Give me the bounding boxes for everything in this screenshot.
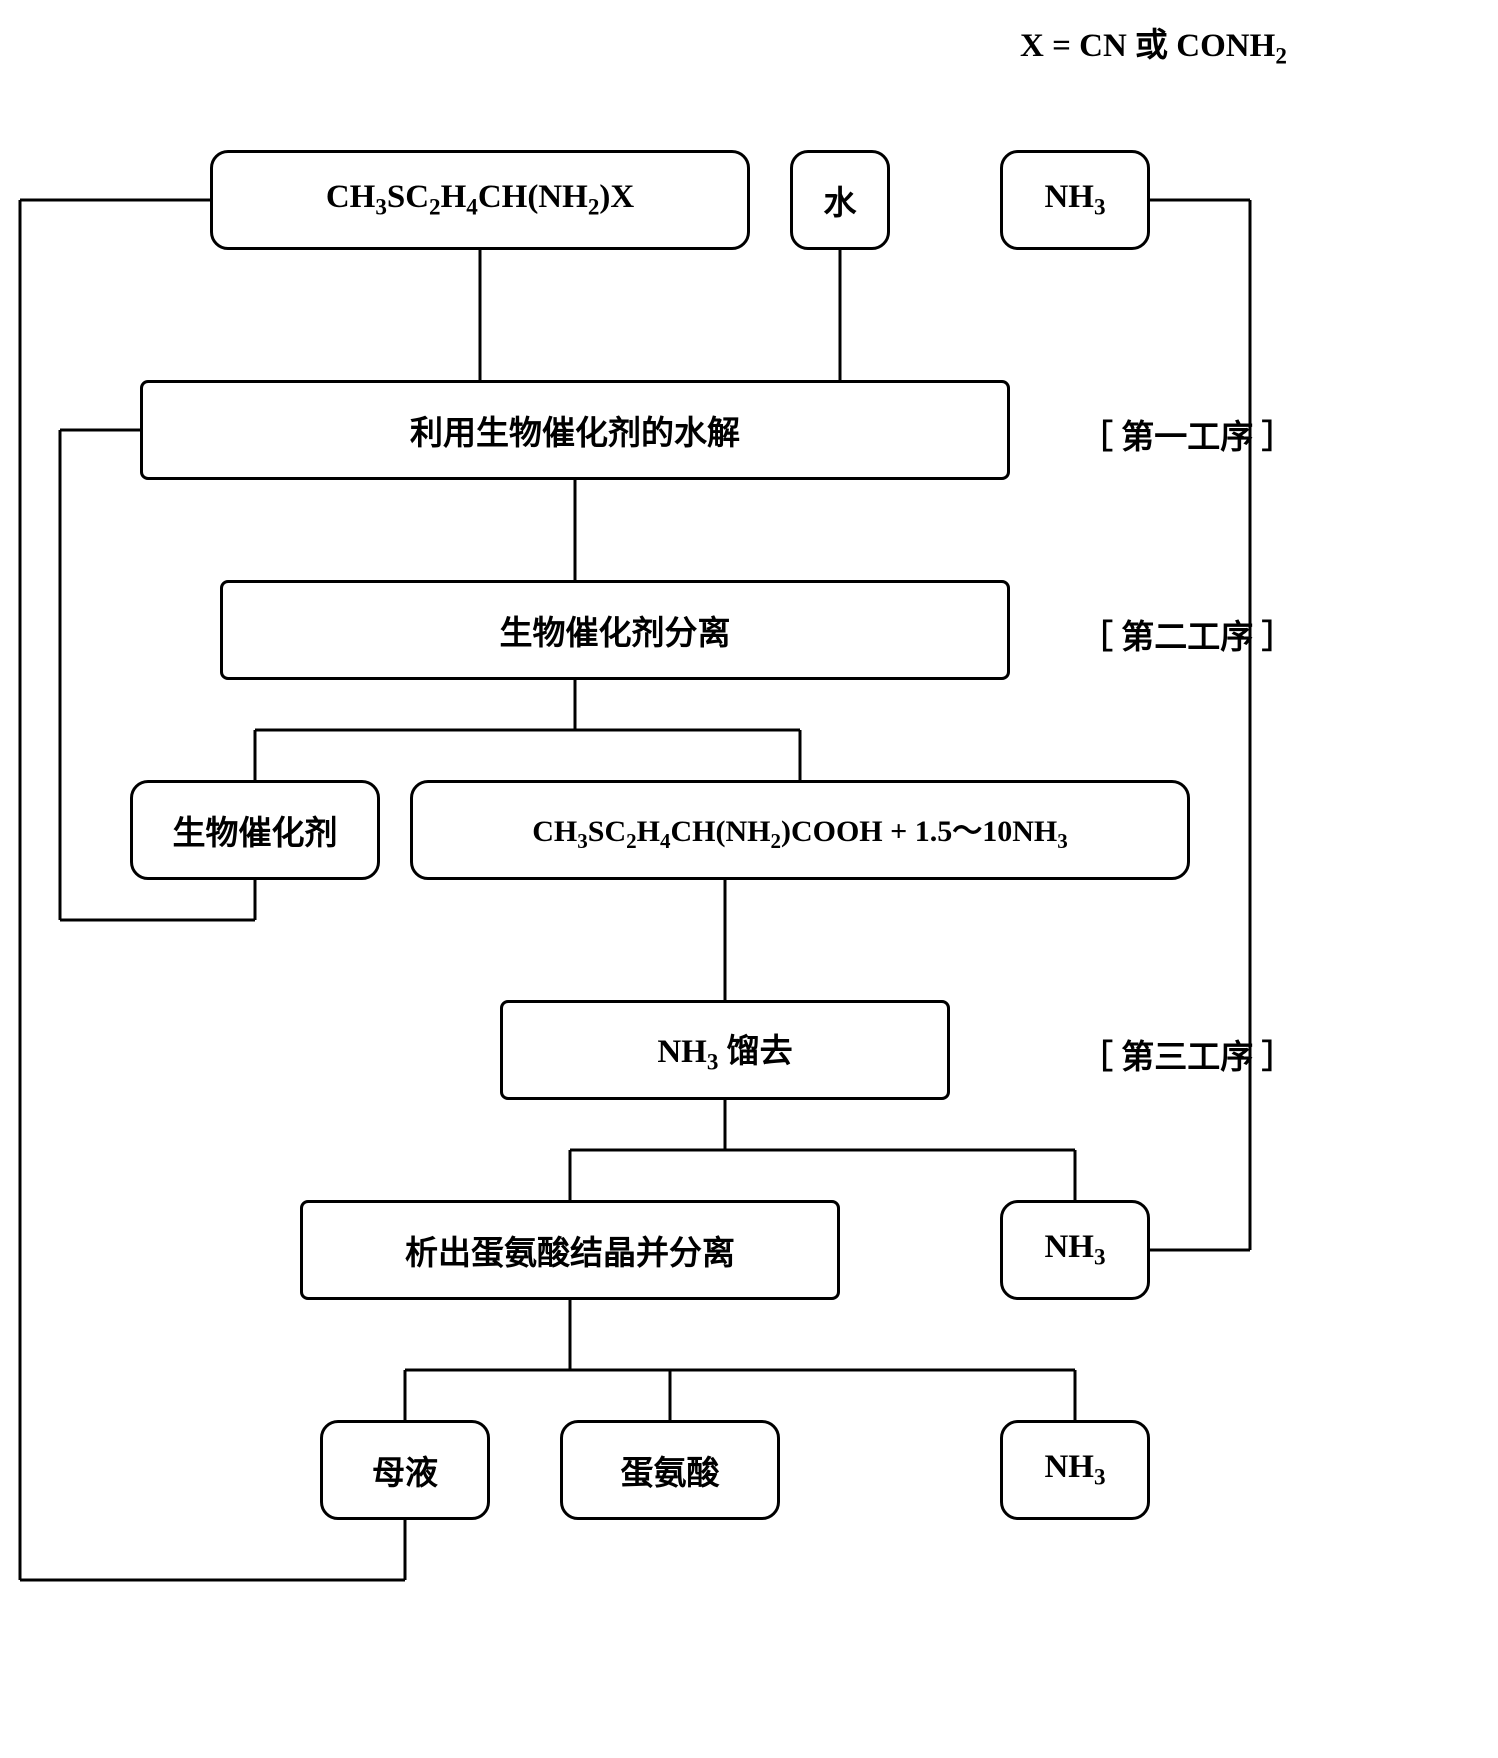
nh3-bot-node: NH3	[1000, 1420, 1150, 1520]
flowchart-canvas: X = CN 或 CONH2 CH3SC2H4CH(NH2)X 水 NH3 利用…	[0, 0, 1498, 1758]
header-note: X = CN 或 CONH2	[1020, 18, 1287, 70]
substrate-node: CH3SC2H4CH(NH2)X	[210, 150, 750, 250]
hydrolysis-node: 利用生物催化剂的水解	[140, 380, 1010, 480]
crystallize-node: 析出蛋氨酸结晶并分离	[300, 1200, 840, 1300]
nh3-top-node: NH3	[1000, 150, 1150, 250]
mother-liquor-node: 母液	[320, 1420, 490, 1520]
intermediate-node: CH3SC2H4CH(NH2)COOH + 1.5～10NH3	[410, 780, 1190, 880]
methionine-node: 蛋氨酸	[560, 1420, 780, 1520]
distill-node: NH3 馏去	[500, 1000, 950, 1100]
water-node: 水	[790, 150, 890, 250]
separation-node: 生物催化剂分离	[220, 580, 1010, 680]
step3-label: ［ 第三工序 ］	[1080, 1030, 1295, 1078]
step1-label: ［ 第一工序 ］	[1080, 410, 1295, 458]
nh3-mid-node: NH3	[1000, 1200, 1150, 1300]
step2-label: ［ 第二工序 ］	[1080, 610, 1295, 658]
biocatalyst-node: 生物催化剂	[130, 780, 380, 880]
